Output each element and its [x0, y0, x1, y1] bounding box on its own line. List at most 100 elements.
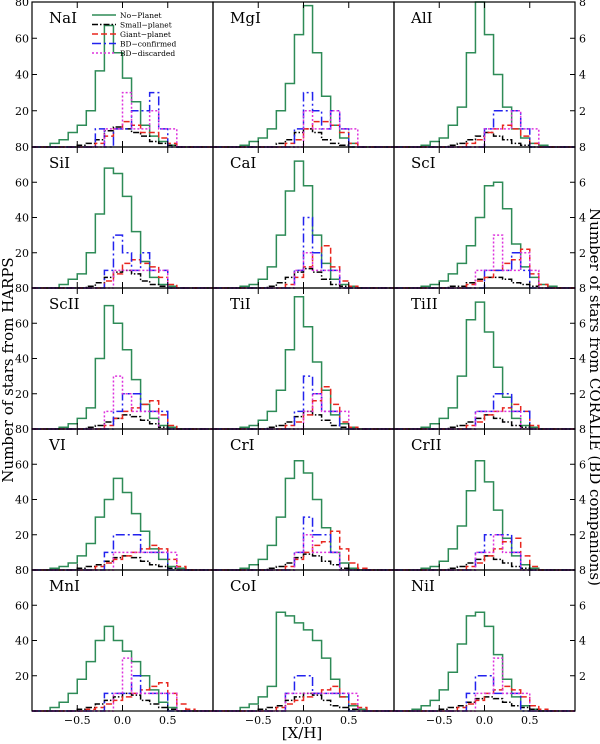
y-tick-label-right: 2: [579, 247, 586, 260]
panel-tii: TiI: [212, 287, 395, 430]
y-tick-label-left: 80: [15, 282, 29, 295]
x-tick-label: −0.5: [426, 714, 453, 727]
panel-sii: 20 40 60 80 SiI: [15, 141, 214, 289]
x-tick-label: −0.5: [245, 714, 272, 727]
panel-scii: 20 40 60 80 ScII: [15, 282, 214, 430]
panel-label-vi: VI: [48, 436, 66, 454]
y-tick-label-right: 8: [579, 564, 586, 577]
y-axis-label-left: Number of stars from HARPS: [0, 257, 17, 482]
series-giant-planet: [394, 403, 575, 430]
y-tick-label-right: 4: [579, 635, 586, 648]
panel-nii: −0.5 0.0 0.5 2 4 6 8 NiI: [393, 564, 586, 727]
y-tick-label-right: 6: [579, 176, 586, 189]
y-tick-label-left: 60: [15, 599, 29, 612]
y-tick-label-right: 6: [579, 458, 586, 471]
y-tick-label-right: 8: [579, 423, 586, 436]
y-tick-label-left: 80: [15, 0, 29, 9]
panel-label-scii: ScII: [49, 295, 80, 313]
panel-cai: CaI: [212, 146, 395, 289]
y-tick-label-right: 6: [579, 599, 586, 612]
y-tick-label-left: 40: [15, 353, 29, 366]
y-tick-label-left: 60: [15, 32, 29, 45]
y-tick-label-right: 4: [579, 212, 586, 225]
panel-label-ali: AlI: [410, 9, 433, 27]
series-no-planet: [394, 459, 575, 571]
y-tick-label-right: 6: [579, 32, 586, 45]
panel-label-mgi: MgI: [230, 9, 261, 27]
panel-label-cri: CrI: [230, 436, 255, 454]
y-tick-label-right: 2: [579, 529, 586, 542]
series-no-planet: [394, 301, 575, 430]
panel-cri: CrI: [212, 428, 395, 571]
legend-label-no-planet: No−Planet: [120, 11, 162, 20]
panel-grid: 20 40 60 80 NaI No−PlanetSmall−planetGiant−pl…: [15, 0, 586, 727]
series-no-planet: [32, 167, 213, 289]
y-tick-label-left: 80: [15, 564, 29, 577]
series-bd-discarded: [32, 375, 213, 430]
panel-label-coi: CoI: [230, 577, 257, 595]
y-tick-label-left: 40: [15, 212, 29, 225]
y-tick-label-right: 8: [579, 282, 586, 295]
panel-ali: 2 4 6 8 AlI: [393, 0, 586, 148]
y-tick-label-left: 40: [15, 69, 29, 82]
y-tick-label-left: 60: [15, 176, 29, 189]
panel-mgi: MgI: [212, 1, 395, 148]
y-tick-label-right: 2: [579, 105, 586, 118]
y-tick-label-left: 20: [15, 105, 29, 118]
y-tick-label-left: 80: [15, 423, 29, 436]
panel-coi: −0.5 0.0 0.5 CoI: [212, 569, 395, 727]
x-tick-label: 0.0: [476, 714, 494, 727]
series-bd-confirmed: [32, 234, 213, 289]
x-tick-label: 0.5: [159, 714, 177, 727]
panel-vi: 20 40 60 80 VI: [15, 423, 214, 571]
x-tick-label: 0.5: [521, 714, 539, 727]
y-tick-label-left: 20: [15, 670, 29, 683]
panel-label-nai: NaI: [49, 9, 77, 27]
series-bd-discarded: [394, 657, 575, 712]
legend-label-bd-discarded: BD−discarded: [120, 49, 175, 58]
y-tick-label-right: 2: [579, 388, 586, 401]
y-tick-label-right: 4: [579, 69, 586, 82]
y-tick-label-right: 8: [579, 0, 586, 9]
x-axis-label: [X/H]: [282, 724, 323, 742]
y-tick-label-right: 4: [579, 353, 586, 366]
y-tick-label-left: 40: [15, 635, 29, 648]
legend-label-small-planet: Small−planet: [120, 21, 172, 30]
x-tick-label: 0.5: [340, 714, 358, 727]
panel-label-crii: CrII: [411, 436, 442, 454]
legend-label-bd-confirmed: BD−confirmed: [120, 40, 176, 49]
y-tick-label-right: 8: [579, 141, 586, 154]
panel-crii: 2 4 6 8 CrII: [393, 423, 586, 571]
series-bd-discarded: [32, 91, 213, 148]
panel-mni: −0.5 0.0 0.5 20 40 60 80 MnI: [15, 564, 214, 727]
series-bd-confirmed: [213, 375, 394, 430]
x-tick-label: 0.0: [295, 714, 313, 727]
panel-label-mni: MnI: [49, 577, 80, 595]
y-tick-label-left: 20: [15, 388, 29, 401]
y-tick-label-left: 60: [15, 317, 29, 330]
panel-tiii: 2 4 6 8 TiII: [393, 282, 586, 430]
y-tick-label-right: 4: [579, 494, 586, 507]
series-giant-planet: [32, 259, 213, 289]
y-tick-label-left: 20: [15, 529, 29, 542]
panel-nai: 20 40 60 80 NaI No−PlanetSmall−planetGiant−pl…: [15, 0, 214, 148]
y-tick-label-left: 80: [15, 141, 29, 154]
y-axis-label-right: Number of stars from CORALIE (BD compani…: [586, 208, 600, 586]
series-small-planet: [213, 553, 394, 571]
series-giant-planet: [32, 120, 213, 148]
x-tick-label: 0.0: [114, 714, 132, 727]
panel-label-tiii: TiII: [411, 295, 438, 313]
series-no-planet: [32, 625, 213, 712]
x-tick-label: −0.5: [64, 714, 91, 727]
series-giant-planet: [394, 124, 575, 148]
y-tick-label-left: 60: [15, 458, 29, 471]
series-no-planet: [32, 304, 213, 430]
y-tick-label-right: 6: [579, 317, 586, 330]
y-tick-label-right: 2: [579, 670, 586, 683]
panel-sci: 2 4 6 8 ScI: [393, 141, 586, 289]
series-bd-discarded: [394, 234, 575, 289]
panel-label-sci: ScI: [411, 154, 436, 172]
panel-label-sii: SiI: [49, 154, 70, 172]
panel-label-tii: TiI: [230, 295, 251, 313]
